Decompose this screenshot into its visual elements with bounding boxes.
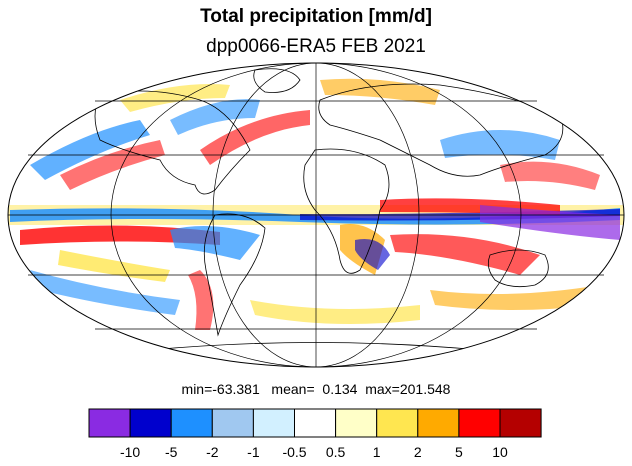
stats-line: min=-63.381 mean= 0.134 max=201.548	[0, 381, 632, 397]
colorbar-tick-label: 1	[373, 444, 381, 460]
colorbar-tick-label: -0.5	[282, 444, 306, 460]
chart-subtitle: dpp0066-ERA5 FEB 2021	[206, 36, 426, 57]
graticule	[8, 62, 624, 368]
colorbar-box	[417, 408, 460, 438]
colorbar-tick-label: 10	[492, 444, 508, 460]
colorbar-tick-label: 5	[455, 444, 463, 460]
colorbar-box	[170, 408, 213, 438]
greenland-outline	[253, 68, 301, 93]
colorbar-tick-labels: -10 -5 -2 -1 -0.5 0.5 1 2 5 10	[120, 444, 508, 460]
colorbar-box	[499, 408, 542, 438]
africa-outline	[303, 148, 390, 274]
coastlines	[94, 68, 564, 351]
eurasia-outline	[318, 83, 564, 177]
australia-outline	[487, 249, 549, 288]
max-label: max=	[365, 381, 400, 397]
colorbar-tick-label: 2	[414, 444, 422, 460]
mean-label: mean=	[271, 381, 315, 397]
colorbar-box	[335, 408, 378, 438]
colorbar-box	[294, 408, 337, 438]
colorbar-tick-label: -10	[120, 444, 140, 460]
colorbar-box	[88, 408, 131, 438]
colorbar-box	[458, 408, 501, 438]
colorbar-tick-label: 0.5	[326, 444, 346, 460]
north-america-outline	[94, 90, 251, 195]
colorbar-boxes	[88, 408, 542, 438]
colorbar-tick-label: -2	[206, 444, 219, 460]
max-value: 201.548	[399, 381, 451, 397]
antarctica-outline	[149, 342, 481, 351]
colorbar-box	[376, 408, 419, 438]
chart-title: Total precipitation [mm/d]	[200, 6, 432, 27]
south-america-outline	[203, 213, 266, 337]
min-value: -63.381	[212, 381, 260, 397]
globe-border	[7, 62, 625, 368]
colorbar-tick-label: -1	[247, 444, 260, 460]
min-label: min=	[181, 381, 213, 397]
colorbar-box	[129, 408, 172, 438]
mean-value: 0.134	[322, 381, 358, 397]
colorbar-tick-label: -5	[165, 444, 178, 460]
colorbar-box	[252, 408, 295, 438]
colorbar-box	[211, 408, 254, 438]
